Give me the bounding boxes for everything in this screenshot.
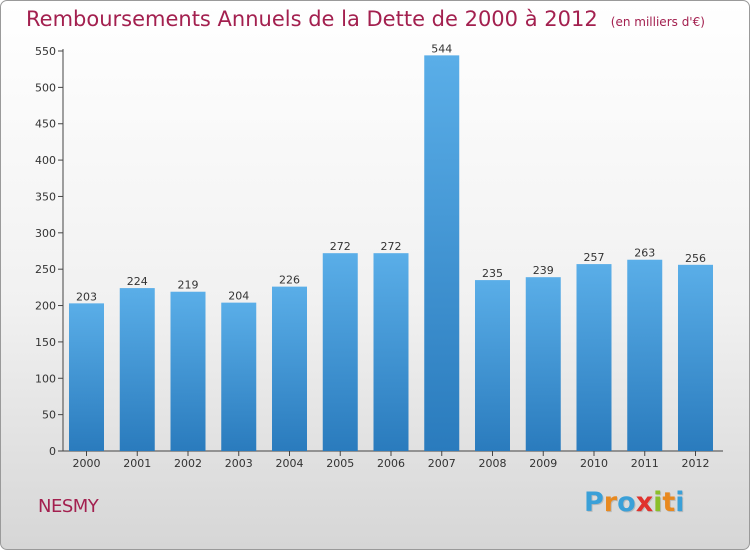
logo-letter: P xyxy=(584,487,604,518)
data-label: 272 xyxy=(381,240,402,253)
data-label: 239 xyxy=(533,264,554,277)
y-tick-label: 350 xyxy=(35,190,56,203)
y-tick-label: 450 xyxy=(35,118,56,131)
x-tick-label: 2010 xyxy=(580,457,608,470)
bar xyxy=(475,280,510,451)
bar xyxy=(170,291,206,451)
bar xyxy=(119,288,155,451)
y-tick-label: 200 xyxy=(35,300,56,313)
y-tick-label: 550 xyxy=(35,45,56,58)
y-tick-label: 150 xyxy=(35,336,56,349)
bar xyxy=(424,55,460,451)
data-label: 272 xyxy=(330,240,351,253)
bar xyxy=(525,277,561,451)
chart-title: Remboursements Annuels de la Dette de 20… xyxy=(26,7,705,31)
bar xyxy=(627,259,663,451)
x-tick-label: 2009 xyxy=(529,457,557,470)
logo-letter: r xyxy=(603,487,618,518)
logo-letter: i xyxy=(675,487,685,518)
bar xyxy=(221,302,257,451)
y-tick-label: 250 xyxy=(35,263,56,276)
bar xyxy=(69,303,104,451)
bar xyxy=(678,264,713,451)
bar xyxy=(373,253,409,451)
x-tick-label: 2008 xyxy=(479,457,507,470)
x-tick-label: 2005 xyxy=(326,457,354,470)
data-label: 224 xyxy=(127,275,148,288)
chart-unit-label: (en milliers d'€) xyxy=(610,15,705,29)
x-tick-label: 2002 xyxy=(174,457,202,470)
proxiti-logo: Proxiti xyxy=(584,487,685,518)
data-label: 257 xyxy=(584,251,605,264)
data-label: 204 xyxy=(228,290,249,303)
logo-letter: o xyxy=(617,487,636,518)
data-label: 263 xyxy=(634,247,655,260)
y-tick-label: 400 xyxy=(35,154,56,167)
data-label: 256 xyxy=(685,252,706,265)
chart-bars xyxy=(69,55,713,451)
y-tick-label: 500 xyxy=(35,81,56,94)
logo-letter: x xyxy=(635,487,654,518)
logo-letter: t xyxy=(662,487,676,518)
data-label: 219 xyxy=(178,279,199,292)
x-tick-label: 2004 xyxy=(276,457,304,470)
x-tick-label: 2000 xyxy=(73,457,101,470)
data-label: 544 xyxy=(431,42,452,55)
x-tick-label: 2011 xyxy=(631,457,659,470)
bar xyxy=(576,264,612,451)
x-tick-label: 2012 xyxy=(682,457,710,470)
y-tick-label: 50 xyxy=(42,409,56,422)
data-label: 226 xyxy=(279,274,300,287)
chart-labels: 2000 203 2001 224 2002 219 2003 204 2004 226 2005 2… xyxy=(73,42,710,470)
y-tick-label: 100 xyxy=(35,372,56,385)
x-tick-label: 2007 xyxy=(428,457,456,470)
data-label: 203 xyxy=(76,290,97,303)
y-tick-label: 300 xyxy=(35,227,56,240)
bar xyxy=(322,253,358,451)
x-tick-label: 2001 xyxy=(123,457,151,470)
bar xyxy=(272,286,307,451)
x-tick-label: 2006 xyxy=(377,457,405,470)
chart-title-text: Remboursements Annuels de la Dette de 20… xyxy=(26,7,598,31)
logo-letter: i xyxy=(653,487,663,518)
y-tick-label: 0 xyxy=(49,445,56,458)
x-tick-label: 2003 xyxy=(225,457,253,470)
data-label: 235 xyxy=(482,267,503,280)
city-name: NESMY xyxy=(38,496,99,517)
